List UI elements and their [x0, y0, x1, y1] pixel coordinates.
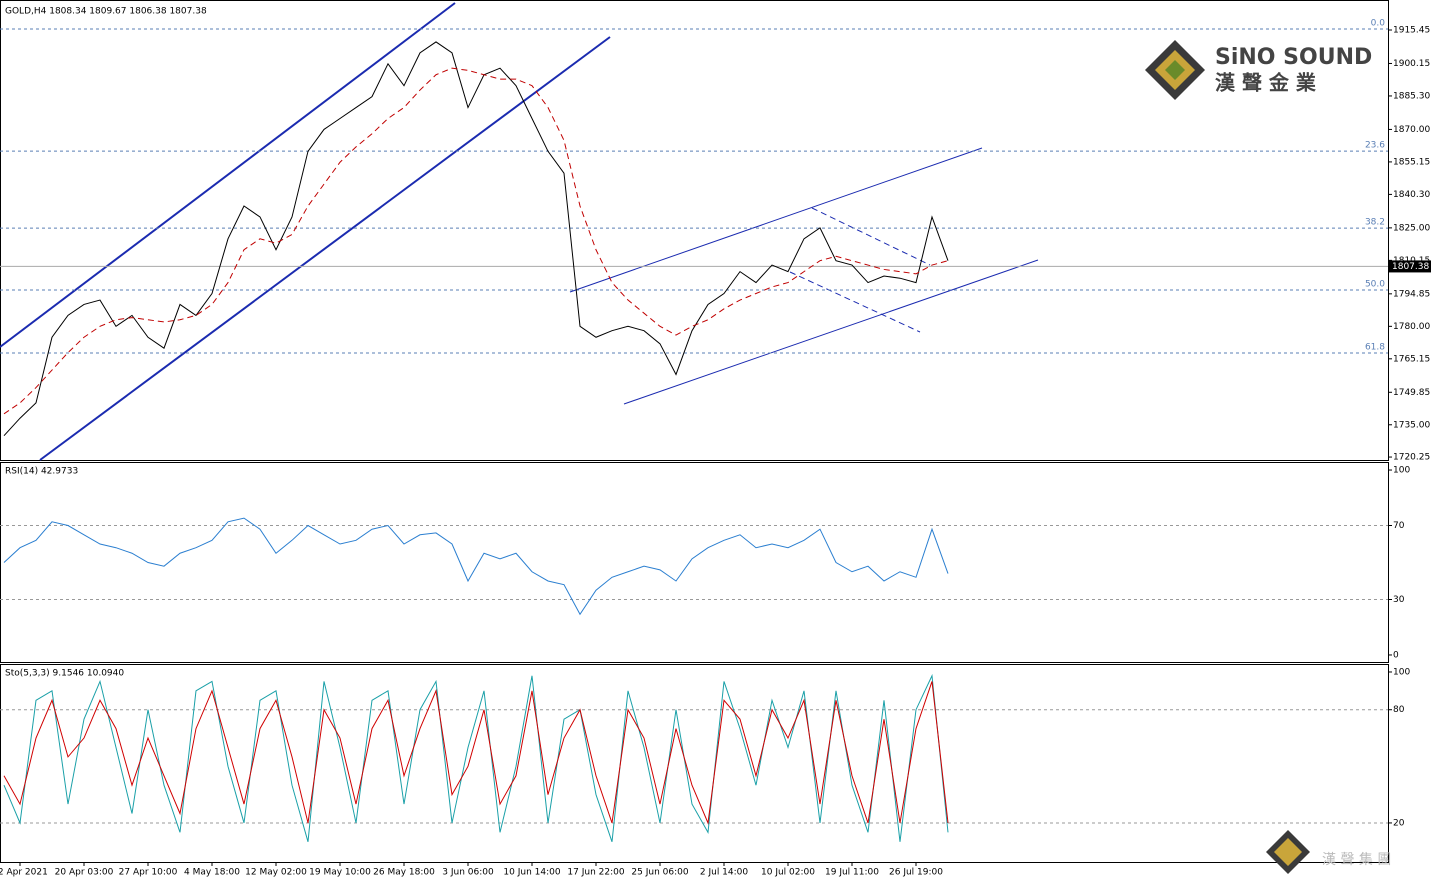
y-tick-label: 1765.15: [1393, 354, 1430, 364]
series-line: [3, 67, 949, 415]
y-tick-label: 100: [1393, 667, 1410, 677]
x-tick-label: 26 Jul 19:00: [889, 868, 943, 878]
price-panel: [0, 0, 1389, 461]
x-tick-label: 12 Apr 2021: [0, 868, 48, 878]
rsi-panel: [0, 462, 1389, 663]
rsi-title: RSI(14) 42.9733: [5, 467, 78, 477]
stoch-panel: [0, 664, 1389, 863]
series-line: [3, 517, 949, 616]
fib-label: 61.8: [1365, 343, 1385, 353]
chart-title: GOLD,H4 1808.34 1809.67 1806.38 1807.38: [5, 7, 207, 17]
y-tick-label: 1825.00: [1393, 223, 1430, 233]
logo: SiNO SOUND 漢 聲 金 業 漢 聲 集 團: [1145, 40, 1391, 874]
y-tick-label: 1855.15: [1393, 157, 1430, 167]
last-price-box: [1389, 260, 1431, 273]
trend-line: [811, 207, 931, 266]
x-tick-label: 19 Jul 11:00: [825, 868, 879, 878]
fib-label: 23.6: [1365, 141, 1385, 151]
fib-label: 50.0: [1365, 280, 1385, 290]
fib-label: 0.0: [1371, 19, 1386, 29]
x-tick-label: 26 May 18:00: [373, 868, 435, 878]
trend-line: [789, 271, 921, 333]
x-tick-label: 25 Jun 06:00: [631, 868, 688, 878]
y-tick-label: 1900.15: [1393, 59, 1430, 69]
channel: [569, 147, 1039, 405]
logo-name: SiNO SOUND: [1215, 45, 1372, 70]
x-tick-label: 4 May 18:00: [184, 868, 240, 878]
y-tick-label: 1720.25: [1393, 453, 1430, 463]
y-tick-label: 1885.30: [1393, 91, 1430, 101]
x-tick-label: 17 Jun 22:00: [567, 868, 624, 878]
trend-line: [623, 259, 1039, 405]
y-tick-label: 1780.00: [1393, 322, 1430, 332]
channel: [0, 2, 611, 461]
trend-line: [39, 36, 611, 461]
y-tick-label: 1749.85: [1393, 388, 1430, 398]
series-line: [3, 41, 949, 437]
x-tick-label: 10 Jun 14:00: [503, 868, 560, 878]
x-tick-label: 27 Apr 10:00: [119, 868, 178, 878]
y-tick-label: 80: [1393, 705, 1405, 715]
y-tick-label: 100: [1393, 466, 1410, 476]
y-tick-label: 20: [1393, 818, 1405, 828]
y-tick-label: 1794.85: [1393, 289, 1430, 299]
y-tick-label: 1915.45: [1393, 25, 1430, 35]
logo-chinese: 漢 聲 金 業: [1215, 71, 1317, 95]
x-tick-label: 12 May 02:00: [245, 868, 307, 878]
logo-mark: [1165, 60, 1185, 80]
x-tick-label: 19 May 10:00: [309, 868, 371, 878]
trend-line: [0, 2, 456, 348]
series-line: [3, 673, 949, 842]
y-tick-label: 70: [1393, 521, 1405, 531]
stoch-title: Sto(5,3,3) 9.1546 10.0940: [5, 669, 124, 679]
trend-line: [569, 147, 983, 293]
series-line: [3, 681, 949, 825]
y-tick-label: 30: [1393, 595, 1405, 605]
y-tick-label: 1735.00: [1393, 420, 1430, 430]
x-tick-label: 20 Apr 03:00: [55, 868, 114, 878]
footer-logo: 漢 聲 集 團: [1322, 851, 1391, 868]
last-price-label: 1807.38: [1392, 262, 1429, 272]
x-tick-label: 3 Jun 06:00: [442, 868, 494, 878]
fib-label: 38.2: [1365, 218, 1385, 228]
x-tick-label: 2 Jul 14:00: [700, 868, 749, 878]
y-tick-label: 1840.30: [1393, 190, 1430, 200]
logo-mark: [1274, 838, 1302, 866]
x-tick-label: 10 Jul 02:00: [761, 868, 815, 878]
y-tick-label: 1870.00: [1393, 125, 1430, 135]
y-tick-label: 0: [1393, 650, 1399, 660]
